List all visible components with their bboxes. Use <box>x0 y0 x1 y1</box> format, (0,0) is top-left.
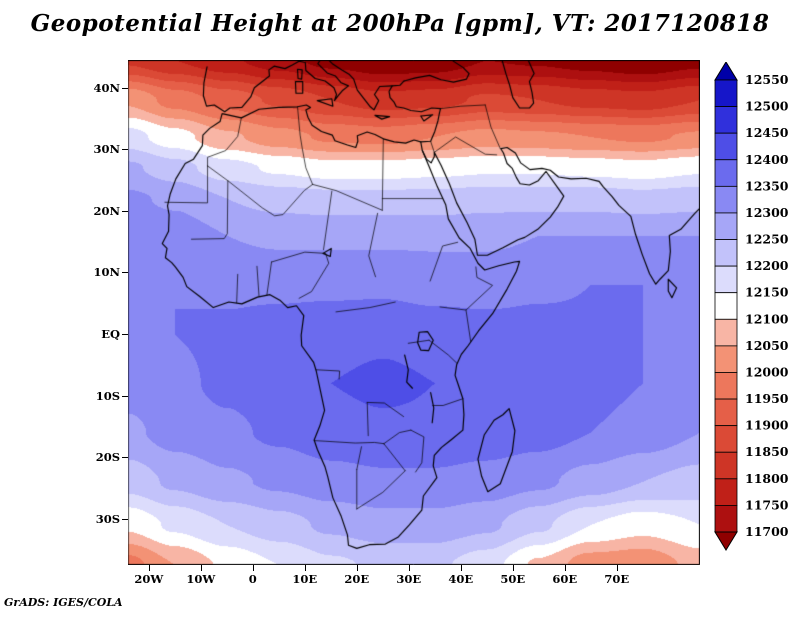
lat-axis-tick <box>122 334 128 336</box>
colorbar-tick-label: 11800 <box>745 471 789 486</box>
colorbar-bottom-arrow <box>714 531 738 551</box>
lat-axis-tick <box>122 210 128 212</box>
colorbar-tick-label: 12500 <box>745 99 789 114</box>
colorbar-segment <box>714 505 738 533</box>
colorbar-tick-label: 12200 <box>745 258 789 273</box>
colorbar-tick-label: 11850 <box>745 444 789 459</box>
lon-tick-label: 20W <box>134 572 164 586</box>
colorbar-tick-label: 11950 <box>745 391 789 406</box>
plot-title: Geopotential Height at 200hPa [gpm], VT:… <box>30 10 770 37</box>
colorbar-tick-label: 12350 <box>745 178 789 193</box>
colorbar-tick-label: 12150 <box>745 285 789 300</box>
field-canvas <box>128 60 700 565</box>
lat-tick-label: EQ <box>101 327 120 342</box>
lat-axis-tick <box>122 87 128 89</box>
lon-axis-tick <box>148 565 150 571</box>
lon-axis-tick <box>252 565 254 571</box>
lat-tick-label: 30N <box>93 142 120 157</box>
colorbar-segment <box>714 212 738 240</box>
colorbar-tick-label: 12100 <box>745 311 789 326</box>
lon-axis-tick <box>200 565 202 571</box>
colorbar-top-arrow <box>714 62 738 81</box>
lon-tick-label: 60E <box>552 572 578 586</box>
lon-axis-tick <box>616 565 618 571</box>
lat-tick-label: 30S <box>95 511 120 526</box>
lat-axis-tick <box>122 149 128 151</box>
lon-tick-label: 0 <box>248 572 257 586</box>
lat-axis-tick <box>122 457 128 459</box>
colorbar-tick-label: 12250 <box>745 232 789 247</box>
colorbar-segment <box>714 478 738 506</box>
colorbar-segment <box>714 451 738 480</box>
lat-tick-label: 10S <box>95 388 120 403</box>
lat-tick-label: 20S <box>95 450 120 465</box>
lon-axis-tick <box>304 565 306 571</box>
colorbar: 12550 12500 12450 12400 12350 12300 12250 12200… <box>714 62 789 551</box>
lat-axis-tick <box>122 518 128 520</box>
colorbar-segment <box>714 159 738 187</box>
colorbar-tick-label: 12550 <box>745 72 789 87</box>
colorbar-segment <box>714 372 738 400</box>
colorbar-tick-label: 12000 <box>745 364 789 379</box>
lat-axis-tick <box>122 272 128 274</box>
colorbar-segment <box>714 239 738 267</box>
lon-tick-label: 70E <box>604 572 630 586</box>
colorbar-tick-label: 11750 <box>745 497 789 512</box>
lon-tick-label: 10W <box>186 572 216 586</box>
colorbar-segment <box>714 292 738 320</box>
colorbar-segment <box>714 345 738 373</box>
lon-tick-label: 40E <box>448 572 474 586</box>
colorbar-tick-label: 11900 <box>745 418 789 433</box>
colorbar-tick-label: 11700 <box>745 524 789 539</box>
colorbar-segment <box>714 79 738 107</box>
lon-axis-tick <box>564 565 566 571</box>
lat-axis: 40N 30N 20N 10N EQ 10S 20S 30S <box>68 60 120 565</box>
colorbar-segment <box>714 398 738 427</box>
colorbar-tick-label: 12400 <box>745 152 789 167</box>
lat-tick-label: 10N <box>93 265 120 280</box>
colorbar-segment <box>714 425 738 453</box>
colorbar-segment <box>714 265 738 294</box>
lon-axis-tick <box>512 565 514 571</box>
colorbar-segment <box>714 185 738 214</box>
colorbar-tick-label: 12050 <box>745 338 789 353</box>
colorbar-segment <box>714 318 738 347</box>
lon-axis-tick <box>356 565 358 571</box>
lat-axis-tick <box>122 395 128 397</box>
lon-tick-label: 50E <box>500 572 526 586</box>
colorbar-tick-label: 12300 <box>745 205 789 220</box>
lon-tick-label: 30E <box>396 572 422 586</box>
colorbar-segment <box>714 132 738 161</box>
lon-axis-tick <box>408 565 410 571</box>
lon-axis-tick <box>460 565 462 571</box>
colorbar-tick-label: 12450 <box>745 125 789 140</box>
grads-credit: GrADS: IGES/COLA <box>4 596 123 609</box>
lon-tick-label: 10E <box>292 572 318 586</box>
lat-tick-label: 40N <box>93 80 120 95</box>
map-area <box>128 60 700 565</box>
colorbar-segment <box>714 106 738 134</box>
lon-axis: 20W 10W 0 10E 20E 30E 40E 50E 60E 70E <box>128 568 700 588</box>
lat-tick-label: 20N <box>93 203 120 218</box>
lon-tick-label: 20E <box>344 572 370 586</box>
